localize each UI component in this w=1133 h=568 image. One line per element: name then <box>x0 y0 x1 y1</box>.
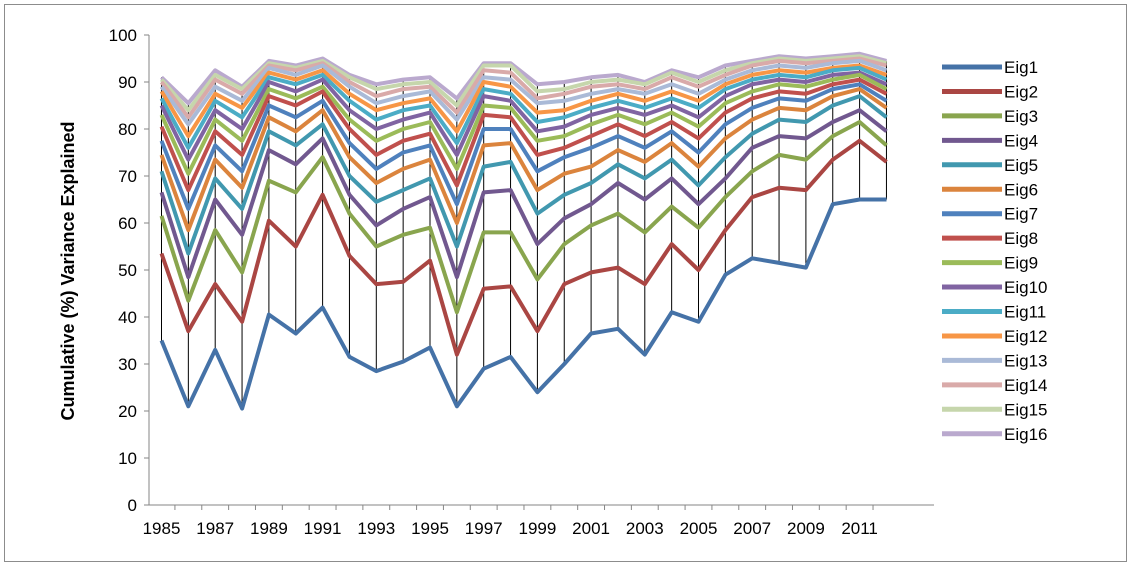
series-line-eig7 <box>159 82 888 211</box>
y-tick-label: 70 <box>118 167 137 186</box>
legend-label-eig7: Eig7 <box>1004 205 1038 224</box>
x-tick-label: 1985 <box>143 519 181 538</box>
series-lines <box>159 51 888 411</box>
y-tick-label: 30 <box>118 355 137 374</box>
series-line-eig6 <box>159 87 888 233</box>
x-tick-label: 1991 <box>304 519 342 538</box>
x-tick-label: 2003 <box>626 519 664 538</box>
x-tick-label: 1999 <box>518 519 556 538</box>
legend-label-eig16: Eig16 <box>1004 425 1047 444</box>
x-tick-label: 1997 <box>465 519 503 538</box>
x-tick-label: 2001 <box>572 519 610 538</box>
series-line-eig12 <box>159 63 888 139</box>
x-tick-label: 2009 <box>787 519 825 538</box>
legend-label-eig8: Eig8 <box>1004 229 1038 248</box>
y-tick-label: 40 <box>118 308 137 327</box>
y-tick-label: 10 <box>118 449 137 468</box>
series-line-eig11 <box>159 65 888 150</box>
x-tick-label: 2007 <box>733 519 771 538</box>
series-line-eig16 <box>160 51 888 106</box>
series-line-eig14 <box>159 56 888 120</box>
legend: Eig1 Eig2 Eig3 Eig4 Eig5 Eig6 Eig7 Eig8 Eig9 Eig1… <box>942 58 1047 444</box>
legend-label-eig5: Eig5 <box>1004 156 1038 175</box>
legend-label-eig1: Eig1 <box>1004 58 1038 77</box>
legend-label-eig4: Eig4 <box>1004 131 1038 150</box>
x-tick-label: 1995 <box>411 519 449 538</box>
legend-label-eig9: Eig9 <box>1004 254 1038 273</box>
x-tick-label: 1989 <box>250 519 288 538</box>
y-tick-label: 90 <box>118 73 137 92</box>
legend-label-eig13: Eig13 <box>1004 351 1047 370</box>
series-line-eig5 <box>159 94 888 256</box>
series-line-eig3 <box>159 120 888 315</box>
y-tick-label: 80 <box>118 120 137 139</box>
legend-label-eig6: Eig6 <box>1004 180 1038 199</box>
series-line-eig13 <box>159 58 888 127</box>
y-tick-label: 60 <box>118 214 137 233</box>
legend-label-eig12: Eig12 <box>1004 327 1047 346</box>
y-axis-title: Cumulative (%) Variance Explained <box>58 121 78 420</box>
x-tick-label: 1987 <box>196 519 234 538</box>
series-line-eig8 <box>159 77 888 193</box>
x-tick-label: 2011 <box>841 519 878 538</box>
series-line-eig1 <box>159 197 887 411</box>
legend-label-eig15: Eig15 <box>1004 400 1047 419</box>
series-line-eig2 <box>159 138 888 357</box>
legend-label-eig14: Eig14 <box>1004 376 1047 395</box>
legend-label-eig2: Eig2 <box>1004 82 1038 101</box>
legend-label-eig11: Eig11 <box>1004 303 1046 322</box>
y-tick-label: 0 <box>128 496 137 515</box>
legend-label-eig10: Eig10 <box>1004 278 1047 297</box>
y-tick-label: 100 <box>109 26 137 45</box>
y-axis: 0 10 20 30 40 50 60 70 80 90 100 <box>109 26 150 515</box>
x-tick-label: 2005 <box>680 519 718 538</box>
series-line-eig9 <box>159 72 888 176</box>
y-tick-label: 20 <box>118 402 137 421</box>
series-line-eig15 <box>159 54 888 113</box>
legend-label-eig3: Eig3 <box>1004 107 1038 126</box>
y-tick-label: 50 <box>118 261 137 280</box>
x-tick-label: 1993 <box>357 519 395 538</box>
series-line-eig10 <box>159 70 888 162</box>
series-line-eig4 <box>159 108 888 280</box>
x-axis: 1985 1987 1989 1991 1993 1995 1997 1999 2001 2003… <box>143 504 934 538</box>
